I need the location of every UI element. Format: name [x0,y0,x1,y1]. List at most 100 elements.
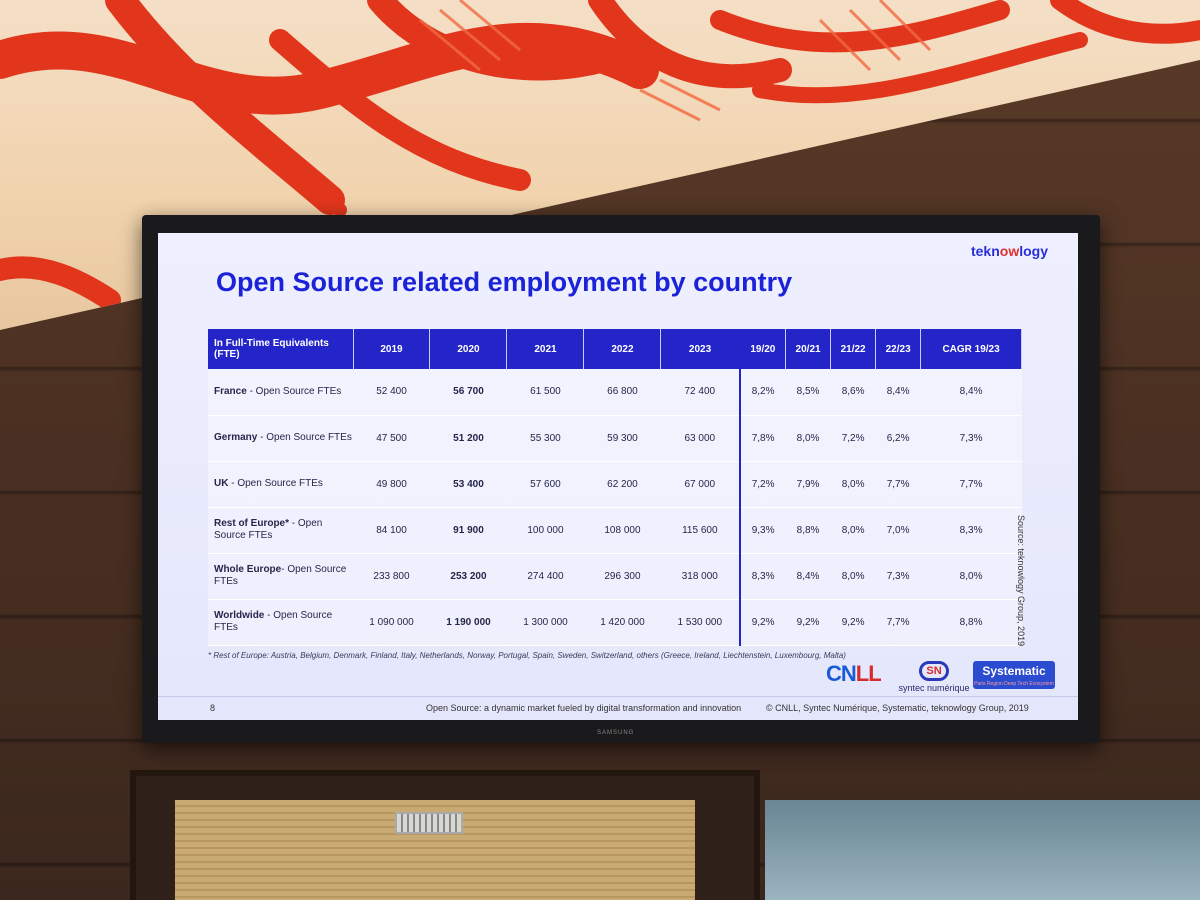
table-cell: 84 100 [353,507,430,554]
table-cell: 8,0% [920,553,1022,600]
country-name: Whole Europe [214,564,282,575]
table-cell: 296 300 [583,553,661,600]
table-cell: 8,3% [738,553,786,600]
row-label: France - Open Source FTEs [208,369,353,416]
table-cell: 7,7% [920,461,1022,508]
table-cell: 1 420 000 [583,599,661,646]
row-suffix: - Open Source FTEs [257,432,352,443]
employment-table: In Full-Time Equivalents (FTE) 2019 2020… [208,329,1022,646]
row-label: Worldwide - Open Source FTEs [208,599,353,646]
table-cell: 56 700 [429,369,507,416]
mural-painting-icon [0,0,1200,311]
country-name: UK [214,478,229,489]
table-cell: 51 200 [429,415,507,462]
table-cell: 7,7% [875,599,921,646]
syntec-logo: SN syntec numérique [894,661,974,693]
table-cell: 7,2% [738,461,786,508]
table-cell: 62 200 [583,461,661,508]
table-cell: 8,4% [920,369,1022,416]
row-label: Rest of Europe* - Open Source FTEs [208,507,353,554]
table-cell: 72 400 [660,369,740,416]
header-label: In Full-Time Equivalents (FTE) [208,329,354,369]
table-cell: 7,9% [785,461,831,508]
table-row: Worldwide - Open Source FTEs 1 090 000 1 1… [208,599,1022,646]
table-cell: 8,3% [920,507,1022,554]
table-cell: 7,3% [920,415,1022,462]
table-cell: 66 800 [583,369,661,416]
source-note: Source: teknowlogy Group, 2019 [1016,515,1026,647]
table-cell: 1 090 000 [353,599,430,646]
table-cell: 7,0% [875,507,921,554]
table-row: France - Open Source FTEs 52 400 56 700 61 … [208,369,1022,416]
table-cell: 8,8% [785,507,831,554]
table-cell: 1 300 000 [506,599,584,646]
country-name: Worldwide [214,610,265,621]
table-cell: 9,3% [738,507,786,554]
column-header: 2022 [583,329,662,369]
column-header: 2021 [506,329,585,369]
table-cell: 8,8% [920,599,1022,646]
table-cell: 108 000 [583,507,661,554]
cnll-logo: CNLL [826,661,882,686]
row-label: Germany - Open Source FTEs [208,415,353,462]
vent-grille [395,812,463,834]
column-header: CAGR 19/23 [920,329,1022,369]
table-cell: 55 300 [506,415,584,462]
table-cell: 57 600 [506,461,584,508]
country-name: Germany [214,432,258,443]
table-cell: 1 530 000 [660,599,740,646]
table-cell: 7,3% [875,553,921,600]
table-cell: 59 300 [583,415,661,462]
presentation-slide: teknowlogy Open Source related employmen… [158,233,1078,720]
table-cell: 274 400 [506,553,584,600]
row-label: Whole Europe- Open Source FTEs [208,553,353,600]
row-label: UK - Open Source FTEs [208,461,353,508]
row-suffix: - Open Source FTEs [214,610,333,633]
footer-copyright: © CNLL, Syntec Numérique, Systematic, te… [766,703,1029,713]
table-cell: 47 500 [353,415,430,462]
footnote: * Rest of Europe: Austria, Belgium, Denm… [208,651,846,660]
table-row: Whole Europe- Open Source FTEs 233 800 253… [208,553,1022,600]
table-cell: 8,0% [830,553,876,600]
syntec-mark-icon: SN [919,661,949,681]
row-suffix: - Open Source FTEs [228,478,323,489]
table-header-row: In Full-Time Equivalents (FTE) 2019 2020… [208,329,1022,369]
table-cell: 115 600 [660,507,740,554]
country-name: Rest of Europe* [214,518,290,529]
table-cell: 91 900 [429,507,507,554]
table-cell: 61 500 [506,369,584,416]
table-cell: 8,0% [830,461,876,508]
row-suffix: - Open Source FTEs [214,518,323,541]
table-row: Rest of Europe* - Open Source FTEs 84 100… [208,507,1022,554]
tv-brand-label: SAMSUNG [597,730,635,736]
column-header: 22/23 [875,329,922,369]
column-header: 2019 [353,329,431,369]
table-cell: 8,5% [785,369,831,416]
footer-tagline: Open Source: a dynamic market fueled by … [426,703,742,713]
syntec-name: syntec numérique [898,683,970,693]
table-cell: 52 400 [353,369,430,416]
table-cell: 7,2% [830,415,876,462]
table-cell: 63 000 [660,415,740,462]
table-cell: 9,2% [738,599,786,646]
table-cell: 8,4% [875,369,921,416]
table-row: Germany - Open Source FTEs 47 500 51 200 55… [208,415,1022,462]
table-cell: 9,2% [785,599,831,646]
table-cell: 9,2% [830,599,876,646]
column-header: 21/22 [830,329,877,369]
table-cell: 7,7% [875,461,921,508]
slide-title: Open Source related employment by countr… [216,267,793,297]
column-header: 2023 [660,329,741,369]
table-cell: 233 800 [353,553,430,600]
slide-footer: 8 Open Source: a dynamic market fueled b… [158,696,1078,720]
table-row: UK - Open Source FTEs 49 800 53 400 57 600 6… [208,461,1022,508]
table-cell: 8,6% [830,369,876,416]
systematic-name: Systematic [982,664,1046,678]
table-cell: 49 800 [353,461,430,508]
window-light [765,800,1200,900]
table-cell: 318 000 [660,553,740,600]
table-cell: 8,4% [785,553,831,600]
table-cell: 6,2% [875,415,921,462]
table-cell: 253 200 [429,553,507,600]
page-number: 8 [210,703,216,713]
